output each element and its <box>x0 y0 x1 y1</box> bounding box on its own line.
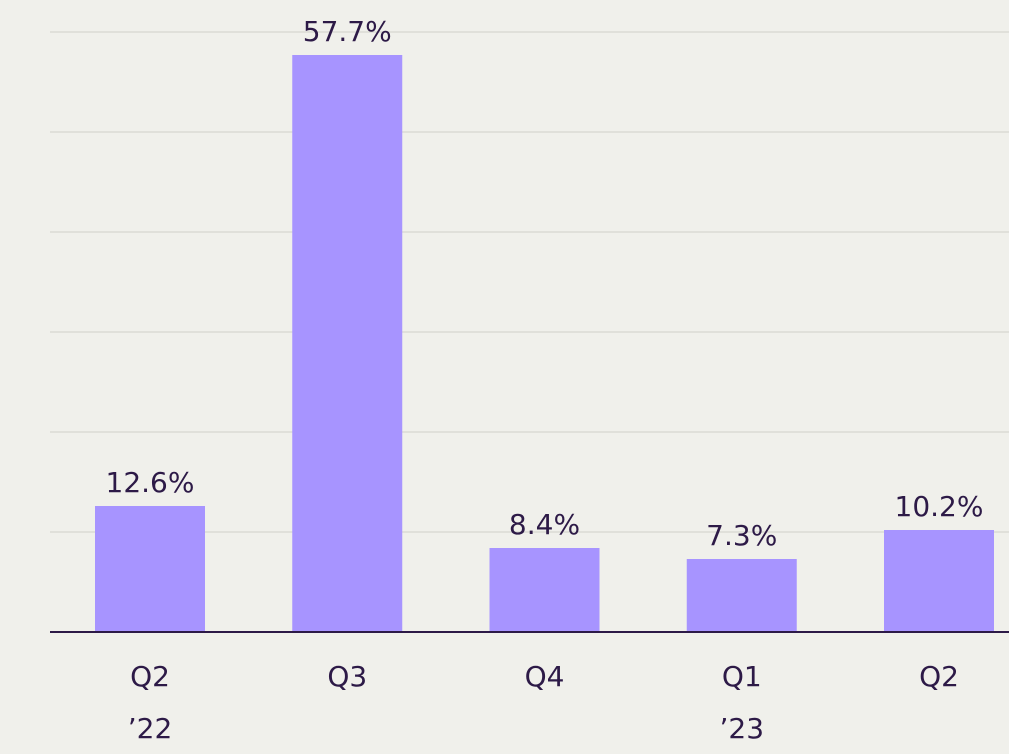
bar <box>95 506 205 632</box>
bar <box>489 548 600 632</box>
value-label: 10.2% <box>895 490 984 523</box>
bar <box>292 55 403 632</box>
x-tick-label: ’22 <box>128 712 173 745</box>
value-label: 12.6% <box>106 466 195 499</box>
value-label: 57.7% <box>303 15 392 48</box>
x-tick-label: ’23 <box>719 712 764 745</box>
bar <box>884 530 994 632</box>
x-tick-label: Q1 <box>722 660 762 693</box>
x-tick-label: Q2 <box>130 660 170 693</box>
value-label: 8.4% <box>509 508 580 541</box>
x-tick-label: Q4 <box>525 660 565 693</box>
x-tick-label: Q3 <box>327 660 367 693</box>
x-tick-label: Q2 <box>919 660 959 693</box>
bar <box>686 559 797 632</box>
value-label: 7.3% <box>706 519 777 552</box>
